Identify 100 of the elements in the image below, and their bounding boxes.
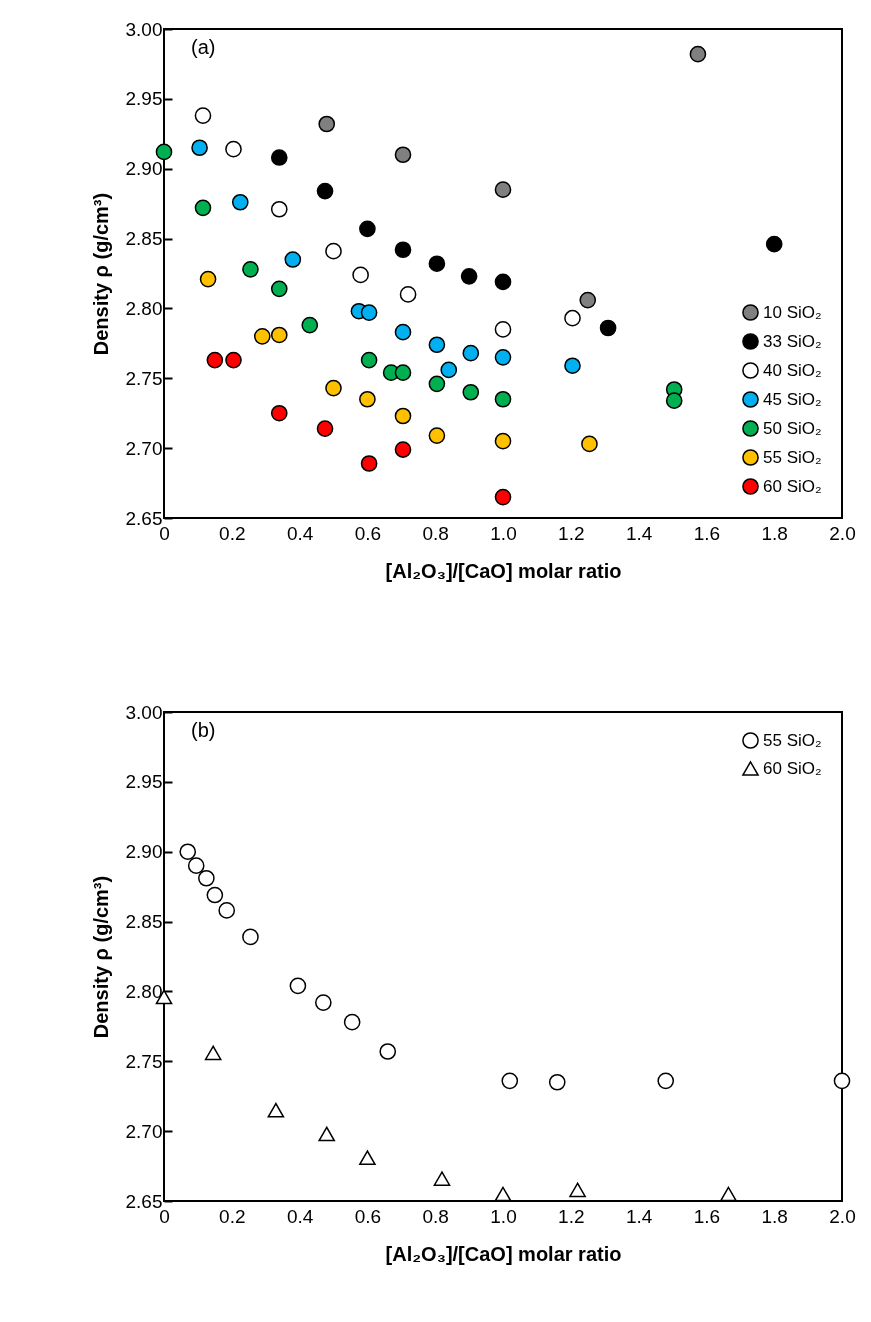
legend-label: 55 SiO₂ <box>763 447 822 467</box>
legend-label: 33 SiO₂ <box>763 331 822 351</box>
point <box>242 260 259 278</box>
x-tick-label: 1.4 <box>625 522 653 544</box>
legend-label: 60 SiO₂ <box>763 476 822 496</box>
point <box>359 390 376 408</box>
point <box>325 379 342 397</box>
x-tick-label: 2.0 <box>829 522 856 544</box>
x-tick-label: 1.2 <box>558 1205 585 1227</box>
y-tick-label: 2.75 <box>125 1050 163 1072</box>
point <box>198 869 215 887</box>
point <box>428 336 446 354</box>
point <box>316 182 334 200</box>
point <box>179 843 197 861</box>
point <box>494 432 512 450</box>
point <box>394 441 412 458</box>
point <box>360 304 378 321</box>
point <box>270 200 288 218</box>
y-tick-label: 2.95 <box>125 771 163 793</box>
point <box>428 375 446 393</box>
point <box>394 364 412 382</box>
point <box>191 139 208 157</box>
point <box>548 1073 566 1091</box>
point <box>225 351 242 369</box>
point <box>225 140 242 158</box>
point <box>494 488 512 506</box>
point <box>343 1013 361 1031</box>
point <box>581 435 598 453</box>
point <box>564 309 581 327</box>
point <box>359 220 376 238</box>
legend-label: 50 SiO₂ <box>763 418 822 438</box>
point <box>440 361 458 379</box>
point <box>564 357 581 375</box>
point <box>242 928 259 946</box>
y-tick-label: 2.85 <box>125 228 163 250</box>
point <box>360 351 378 369</box>
x-tick-label: 1.8 <box>761 1205 788 1227</box>
point <box>359 1150 376 1166</box>
y-tick-label: 2.70 <box>125 437 163 459</box>
y-tick-label: 2.90 <box>125 841 163 863</box>
point <box>352 266 369 284</box>
point <box>494 273 512 291</box>
point <box>494 321 512 338</box>
x-tick-label: 0.8 <box>422 522 449 544</box>
point <box>462 344 480 362</box>
x-tick-label: 1.6 <box>693 522 721 544</box>
y-tick-label: 2.75 <box>125 367 163 389</box>
point <box>689 45 707 63</box>
y-tick-label: 3.00 <box>125 701 163 723</box>
legend-label: 40 SiO₂ <box>763 360 822 380</box>
point <box>494 390 512 408</box>
point <box>289 977 307 995</box>
point <box>765 235 783 253</box>
point <box>720 1186 737 1202</box>
point <box>433 1171 451 1186</box>
point <box>579 291 597 309</box>
point <box>316 420 334 437</box>
point <box>494 349 512 366</box>
point <box>599 319 617 337</box>
point <box>494 181 512 198</box>
x-tick-label: 0.8 <box>422 1205 449 1227</box>
y-tick-label: 2.70 <box>125 1120 163 1142</box>
x-axis-title: [Al₂O₃]/[CaO] molar ratio <box>385 559 622 582</box>
point <box>325 242 342 260</box>
point <box>318 115 336 133</box>
legend-label: 45 SiO₂ <box>763 389 822 409</box>
point <box>569 1182 586 1198</box>
x-tick-label: 0.2 <box>219 522 246 544</box>
x-tick-label: 2.0 <box>829 1205 856 1227</box>
point <box>318 1126 336 1142</box>
point <box>231 193 249 211</box>
x-axis-title: [Al₂O₃]/[CaO] molar ratio <box>385 1242 622 1265</box>
point <box>657 1072 675 1090</box>
point <box>460 267 478 285</box>
point <box>204 1045 222 1061</box>
x-tick-label: 1.6 <box>693 1205 721 1227</box>
point <box>206 351 224 369</box>
point <box>270 149 288 166</box>
legend-label: 55 SiO₂ <box>763 730 822 750</box>
y-tick-label: 3.00 <box>125 18 163 40</box>
x-tick-label: 1.0 <box>490 1205 517 1227</box>
point <box>218 902 236 919</box>
point <box>394 407 412 425</box>
y-tick-label: 2.85 <box>125 911 163 933</box>
point <box>284 251 302 268</box>
point <box>199 270 217 288</box>
x-tick-label: 0.4 <box>286 1205 314 1227</box>
point <box>155 143 173 161</box>
x-tick-label: 1.8 <box>761 522 788 544</box>
point <box>462 383 480 401</box>
point <box>379 1043 397 1060</box>
point <box>270 326 288 344</box>
x-tick-label: 0.6 <box>354 1205 382 1227</box>
point <box>253 328 271 345</box>
point <box>665 392 683 409</box>
y-tick-label: 2.80 <box>125 980 163 1002</box>
point <box>194 199 212 217</box>
x-tick-label: 1.4 <box>625 1205 653 1227</box>
chart-title: (a) <box>191 36 216 58</box>
point <box>206 886 224 904</box>
